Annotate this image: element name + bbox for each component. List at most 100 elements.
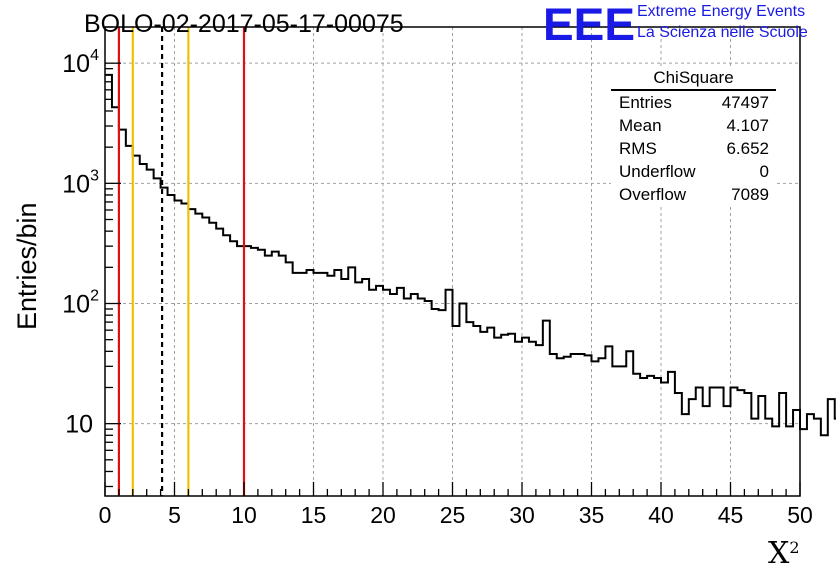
histogram-bin: [793, 410, 800, 496]
histogram-bin: [724, 406, 731, 496]
histogram-bin: [390, 294, 397, 496]
histogram-bin: [105, 75, 112, 496]
histogram-bin: [286, 262, 293, 496]
stats-row-overflow: Overflow 7089: [611, 183, 776, 206]
histogram-bin: [661, 383, 668, 496]
y-tick-label: 10: [65, 411, 93, 439]
histogram-bin: [758, 396, 765, 496]
histogram-bin: [307, 270, 314, 496]
histogram-bin: [619, 366, 626, 496]
histogram-bin: [501, 335, 508, 496]
histogram-outline: [105, 73, 836, 437]
histogram-bin: [362, 279, 369, 496]
histogram-bin: [446, 290, 453, 496]
histogram-bin: [432, 309, 439, 496]
stats-label: RMS: [619, 139, 657, 158]
x-tick-label: 15: [301, 502, 327, 528]
stats-label: Underflow: [619, 162, 696, 181]
x-tick-label: 5: [168, 502, 181, 528]
histogram-bin: [459, 303, 466, 496]
histogram-bin: [230, 241, 237, 496]
histogram-bin: [265, 256, 272, 496]
stats-label: Entries: [619, 93, 672, 112]
x-tick-label: 35: [579, 502, 605, 528]
x-tick-label: 45: [718, 502, 744, 528]
x-tick-label: 25: [440, 502, 466, 528]
histogram-bin: [348, 267, 355, 496]
y-axis-label: Entries/bin: [12, 202, 42, 330]
histogram-bin: [300, 273, 307, 496]
histogram-bin: [612, 366, 619, 496]
histogram-bin: [508, 334, 515, 496]
histogram-bin: [293, 273, 300, 496]
histogram-bin: [828, 399, 835, 496]
histogram-bin: [744, 393, 751, 496]
histogram-bin: [682, 414, 689, 496]
histogram-bin: [751, 419, 758, 496]
logo-line-2: La Scienza nelle Scuole: [637, 24, 808, 41]
histogram-bin: [425, 301, 432, 496]
x-tick-label: 40: [648, 502, 674, 528]
histogram-bin: [675, 393, 682, 496]
histogram-bin: [550, 354, 557, 496]
y-tick-label: 104: [62, 47, 99, 78]
histogram-bin: [800, 429, 807, 496]
x-tick-label: 30: [509, 502, 535, 528]
stats-row-mean: Mean 4.107: [611, 114, 776, 137]
histogram-bin: [737, 390, 744, 496]
histogram-bin: [640, 378, 647, 496]
histogram-bin: [494, 338, 501, 496]
histogram-bin: [195, 214, 202, 496]
histogram-bin: [320, 273, 327, 496]
histogram-bin: [334, 270, 341, 496]
histogram-bin: [327, 276, 334, 496]
stats-value: 4.107: [726, 116, 769, 135]
stats-label: Overflow: [619, 185, 687, 204]
histogram-bin: [515, 342, 522, 496]
histogram-bin: [772, 426, 779, 496]
stats-value: 47497: [721, 93, 769, 112]
histogram-bin: [765, 419, 772, 496]
histogram-bin: [564, 357, 571, 496]
histogram-bin: [578, 354, 585, 496]
histogram-bin: [703, 406, 710, 496]
histogram-bin: [592, 361, 599, 496]
histogram-bin: [369, 290, 376, 496]
x-tick-label: 0: [99, 502, 112, 528]
histogram-bin: [731, 387, 738, 496]
histogram-bin: [251, 248, 258, 496]
stats-box: ChiSquare Entries 47497 Mean 4.107 RMS 6…: [611, 68, 776, 206]
x-axis-label: X2: [768, 536, 800, 571]
histogram-bin: [314, 273, 321, 496]
histogram-bin: [598, 358, 605, 496]
histogram-bin: [807, 414, 814, 496]
histogram-bin: [543, 321, 550, 496]
y-tick-label: 103: [62, 167, 99, 198]
histogram-bin: [140, 164, 147, 496]
x-tick-label: 10: [231, 502, 257, 528]
histogram-bin: [821, 435, 828, 496]
stats-value: 6.652: [726, 139, 769, 158]
histogram-bin: [439, 310, 446, 496]
histogram-bin: [626, 351, 633, 496]
histogram-bin: [487, 328, 494, 496]
stats-value: 7089: [731, 185, 769, 204]
histogram-bin: [223, 235, 230, 496]
histogram-bin: [453, 326, 460, 496]
histogram-bin: [168, 195, 175, 496]
stats-row-entries: Entries 47497: [611, 91, 776, 114]
histogram-bin: [376, 286, 383, 496]
histogram-bin: [668, 372, 675, 496]
histogram-bin: [605, 346, 612, 496]
logo-line-1: Extreme Energy Events: [637, 3, 806, 20]
stats-row-rms: RMS 6.652: [611, 137, 776, 160]
histogram-bin: [654, 378, 661, 496]
histogram-bin: [202, 217, 209, 496]
histogram-bin: [175, 200, 182, 496]
histogram-bin: [411, 294, 418, 496]
histogram-bin: [480, 332, 487, 496]
logo-mark: EEE: [543, 2, 635, 46]
histogram-bin: [633, 374, 640, 496]
stats-row-underflow: Underflow 0: [611, 160, 776, 183]
histogram-bin: [696, 387, 703, 496]
